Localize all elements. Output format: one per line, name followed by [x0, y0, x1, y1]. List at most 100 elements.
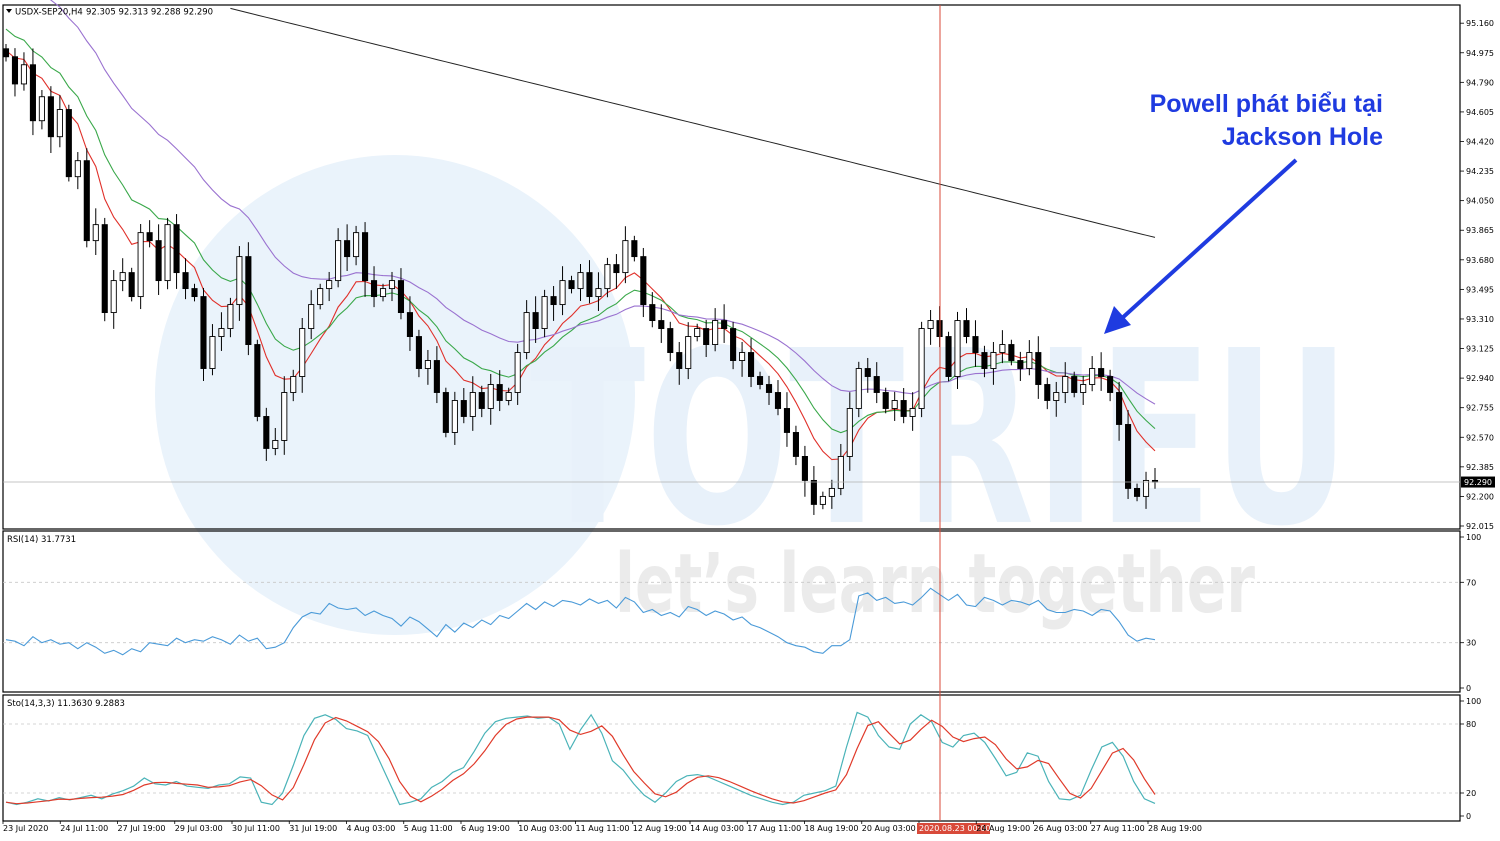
candle: [1080, 375, 1087, 405]
candle: [532, 296, 539, 343]
candle: [837, 443, 844, 496]
price-tick-label: 94.050: [1466, 197, 1494, 206]
candle: [379, 283, 387, 302]
candle: [559, 266, 566, 316]
candle: [721, 304, 728, 343]
candle: [819, 491, 826, 510]
candle: [981, 345, 988, 378]
time-tick-label: 31 Jul 19:00: [289, 824, 337, 833]
annotation-line-2: Jackson Hole: [1222, 123, 1383, 151]
time-tick-label: 11 Aug 11:00: [576, 824, 630, 833]
stochastic-panel[interactable]: [2, 694, 1461, 822]
candle: [999, 330, 1006, 364]
candle: [1026, 340, 1033, 376]
time-tick-label: 17 Aug 11:00: [747, 824, 801, 833]
candle: [712, 308, 719, 352]
candle: [1035, 336, 1042, 399]
time-tick-label: 30 Jul 11:00: [232, 824, 280, 833]
candle: [218, 312, 225, 351]
candle: [110, 270, 117, 329]
indicator-tick-label: 80: [1466, 720, 1476, 729]
candle: [496, 370, 503, 412]
candle: [164, 217, 171, 290]
candle: [640, 247, 647, 318]
time-tick-label: 23 Jul 2020: [3, 824, 48, 833]
candle: [990, 341, 997, 385]
candle: [424, 349, 431, 385]
indicator-tick-label: 20: [1466, 789, 1476, 798]
candle: [873, 362, 880, 404]
candle: [523, 300, 530, 360]
candle: [415, 329, 422, 378]
stochastic-label: Sto(14,3,3) 11.3630 9.2883: [7, 699, 125, 709]
price-tick-label: 92.570: [1466, 433, 1494, 442]
price-tick-label: 93.680: [1466, 256, 1494, 265]
candle: [927, 310, 934, 345]
candle: [1125, 410, 1132, 499]
candle: [1053, 381, 1060, 417]
candle: [595, 272, 602, 311]
candle: [281, 376, 288, 455]
candle: [290, 369, 297, 402]
candle: [667, 321, 674, 362]
candle: [353, 225, 360, 266]
candle: [586, 260, 593, 304]
candle: [550, 286, 557, 321]
candle: [469, 376, 476, 431]
time-highlight-badge: [917, 823, 990, 834]
candle: [11, 48, 19, 97]
time-tick-label: 24 Aug 19:00: [976, 824, 1030, 833]
candle: [1017, 351, 1024, 381]
candle: [370, 266, 378, 308]
indicator-tick-label: 0: [1466, 812, 1471, 821]
candle: [1008, 339, 1015, 366]
candle: [146, 220, 153, 248]
time-tick-label: 12 Aug 19:00: [633, 824, 687, 833]
candle: [909, 392, 916, 431]
candle: [649, 292, 656, 328]
candle: [56, 95, 63, 148]
candle: [227, 297, 234, 338]
candle: [855, 361, 862, 418]
candle: [2, 43, 10, 62]
price-tick-label: 92.755: [1466, 404, 1494, 413]
current-price-label: 92.290: [1464, 478, 1492, 487]
stochastic-signal-line: [5, 716, 1156, 805]
candle: [388, 271, 396, 302]
time-axis: 23 Jul 2020 24 Jul 11:00 27 Jul 19:00 29 Ju…: [2, 821, 1202, 834]
candle: [83, 148, 90, 248]
candle: [945, 331, 952, 382]
candle: [92, 208, 99, 256]
candle: [514, 343, 521, 405]
candle: [20, 52, 28, 91]
candle: [828, 479, 835, 509]
rsi-series-line: [5, 587, 1156, 656]
watermark-logo-icon: [155, 155, 635, 635]
rsi-panel[interactable]: [2, 530, 1461, 693]
time-tick-label: 2020.08.23 00:00: [919, 824, 990, 833]
candle: [1062, 362, 1069, 404]
price-axis: 95.160 94.975 94.790 94.605 94.420 94.235 94.0…: [1460, 19, 1494, 531]
dropdown-triangle-icon[interactable]: [6, 9, 12, 13]
candle: [326, 271, 333, 302]
candle: [47, 86, 54, 154]
candle: [954, 311, 961, 389]
candle: [801, 445, 808, 497]
stochastic-main-line: [5, 711, 1156, 806]
annotation-arrow-icon: [1104, 158, 1298, 334]
candle: [622, 226, 629, 284]
candle: [846, 392, 853, 471]
price-tick-label: 93.865: [1466, 226, 1494, 235]
candle: [891, 391, 898, 421]
candle: [137, 223, 144, 310]
candle: [963, 308, 970, 344]
candle: [694, 323, 701, 342]
candle: [685, 322, 692, 380]
time-tick-label: 10 Aug 03:00: [518, 824, 572, 833]
candle: [299, 318, 306, 393]
candle: [604, 257, 611, 298]
price-panel[interactable]: [2, 4, 1461, 530]
candle: [577, 263, 584, 302]
time-tick-label: 29 Jul 03:00: [175, 824, 223, 833]
candle: [65, 104, 72, 182]
